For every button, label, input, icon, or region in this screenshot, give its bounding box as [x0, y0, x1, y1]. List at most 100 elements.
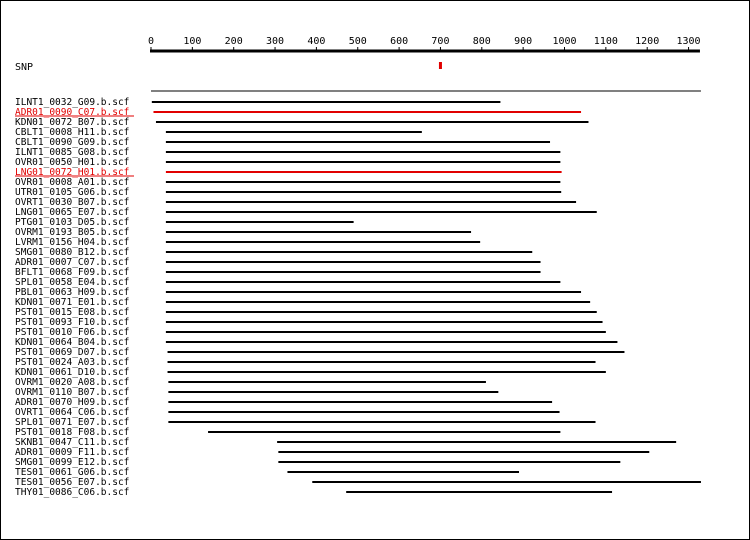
read-name[interactable]: SPL01_0071_E07.b.scf: [15, 417, 129, 428]
axis-tick-label: 600: [390, 36, 408, 47]
read-name[interactable]: ADR01_0009_F11.b.scf: [15, 447, 129, 458]
read-row: OVRM1_0193_B05.b.scf: [15, 227, 472, 238]
read-name[interactable]: ILNT1_0085_G08.b.scf: [15, 147, 129, 158]
read-row: KDN01_0064_B04.b.scf: [15, 337, 618, 348]
read-row: ILNT1_0032_G09.b.scf: [15, 97, 501, 108]
read-row: OVRT1_0064_C06.b.scf: [15, 407, 560, 418]
axis-tick-label: 0: [148, 36, 154, 47]
read-row: SPL01_0058_E04.b.scf: [15, 277, 561, 288]
read-row: OVR01_0050_H01.b.scf: [15, 157, 561, 168]
read-row: PTG01_0103_D05.b.scf: [15, 217, 354, 228]
read-name[interactable]: TES01_0056_E07.b.scf: [15, 477, 129, 488]
read-row: SMG01_0080_B12.b.scf: [15, 247, 533, 258]
axis-tick-label: 900: [514, 36, 532, 47]
read-row: OVRM1_0110_B07.b.scf: [15, 387, 499, 398]
read-row: TES01_0056_E07.b.scf: [15, 477, 701, 488]
read-row: LNG01_0065_E07.b.scf: [15, 207, 597, 218]
read-row: KDN01_0061_D10.b.scf: [15, 367, 606, 378]
read-name[interactable]: BFLT1_0068_F09.b.scf: [15, 267, 129, 278]
axis-tick-label: 700: [431, 36, 449, 47]
read-row: LNG01_0072_H01.b.scf: [15, 167, 562, 178]
read-row: UTR01_0105_G06.b.scf: [15, 187, 562, 198]
axis-tick-label: 800: [473, 36, 491, 47]
read-name[interactable]: SKNB1_0047_C11.b.scf: [15, 437, 129, 448]
read-name[interactable]: SMG01_0080_B12.b.scf: [15, 247, 129, 258]
read-name[interactable]: TES01_0061_G06.b.scf: [15, 467, 129, 478]
read-row: THY01_0086_C06.b.scf: [15, 487, 613, 498]
read-name[interactable]: KDN01_0061_D10.b.scf: [15, 367, 129, 378]
axis-tick-label: 400: [307, 36, 325, 47]
read-name[interactable]: PBL01_0063_H09.b.scf: [15, 287, 129, 298]
read-row: BFLT1_0068_F09.b.scf: [15, 267, 541, 278]
read-row: TES01_0061_G06.b.scf: [15, 467, 520, 478]
read-row: ILNT1_0085_G08.b.scf: [15, 147, 561, 158]
read-row: SPL01_0071_E07.b.scf: [15, 417, 596, 428]
read-row: SKNB1_0047_C11.b.scf: [15, 437, 677, 448]
read-name[interactable]: OVRM1_0020_A08.b.scf: [15, 377, 129, 388]
read-name[interactable]: KDN01_0071_E01.b.scf: [15, 297, 129, 308]
read-name[interactable]: PST01_0093_F10.b.scf: [15, 317, 129, 328]
read-row: ADR01_0070_H09.b.scf: [15, 397, 553, 408]
read-name[interactable]: SMG01_0099_E12.b.scf: [15, 457, 129, 468]
read-row: OVRT1_0030_B07.b.scf: [15, 197, 577, 208]
read-row: PBL01_0063_H09.b.scf: [15, 287, 582, 298]
read-name[interactable]: PST01_0069_D07.b.scf: [15, 347, 129, 358]
position-axis: 0 100 200 300 400 500 600 700 800 900 1000 1100 1200…: [148, 36, 701, 53]
read-name[interactable]: OVRM1_0193_B05.b.scf: [15, 227, 129, 238]
axis-tick-label: 1300: [677, 36, 701, 47]
read-row: OVRM1_0020_A08.b.scf: [15, 377, 486, 388]
read-list: ILNT1_0032_G09.b.scfADR01_0090_C07.b.scf…: [15, 97, 701, 498]
read-row: PST01_0018_F08.b.scf: [15, 427, 561, 438]
read-row: PST01_0024_A03.b.scf: [15, 357, 596, 368]
axis-tick-label: 300: [266, 36, 284, 47]
read-row: CBLT1_0090_G09.b.scf: [15, 137, 551, 148]
read-name[interactable]: ADR01_0090_C07.b.scf: [15, 107, 129, 118]
axis-tick-label: 200: [225, 36, 243, 47]
read-name[interactable]: UTR01_0105_G06.b.scf: [15, 187, 129, 198]
read-row: ADR01_0007_C07.b.scf: [15, 257, 541, 268]
read-name[interactable]: OVRT1_0064_C06.b.scf: [15, 407, 129, 418]
snp-label: SNP: [15, 62, 33, 73]
read-name[interactable]: PST01_0010_F06.b.scf: [15, 327, 129, 338]
snp-marker: [438, 62, 442, 69]
axis-tick-label: 500: [349, 36, 367, 47]
read-name[interactable]: PST01_0018_F08.b.scf: [15, 427, 129, 438]
read-row: PST01_0069_D07.b.scf: [15, 347, 625, 358]
read-name[interactable]: LNG01_0072_H01.b.scf: [15, 167, 129, 178]
read-name[interactable]: OVRM1_0110_B07.b.scf: [15, 387, 129, 398]
read-name[interactable]: OVR01_0008_A01.b.scf: [15, 177, 129, 188]
read-row: ADR01_0090_C07.b.scf: [15, 107, 582, 118]
read-name[interactable]: CBLT1_0008_H11.b.scf: [15, 127, 129, 138]
read-row: PST01_0010_F06.b.scf: [15, 327, 606, 338]
read-row: ADR01_0009_F11.b.scf: [15, 447, 650, 458]
read-name[interactable]: LNG01_0065_E07.b.scf: [15, 207, 129, 218]
read-name[interactable]: OVRT1_0030_B07.b.scf: [15, 197, 129, 208]
read-name[interactable]: ADR01_0070_H09.b.scf: [15, 397, 129, 408]
axis-tick-label: 1000: [552, 36, 576, 47]
read-row: KDN01_0071_E01.b.scf: [15, 297, 591, 308]
read-name[interactable]: CBLT1_0090_G09.b.scf: [15, 137, 129, 148]
read-name[interactable]: OVR01_0050_H01.b.scf: [15, 157, 129, 168]
read-row: OVR01_0008_A01.b.scf: [15, 177, 561, 188]
axis-tick-label: 1100: [594, 36, 618, 47]
read-name[interactable]: THY01_0086_C06.b.scf: [15, 487, 129, 498]
axis-tick-label: 1200: [635, 36, 659, 47]
read-name[interactable]: KDN01_0064_B04.b.scf: [15, 337, 129, 348]
read-row: SMG01_0099_E12.b.scf: [15, 457, 621, 468]
axis-ticks: 0 100 200 300 400 500 600 700 800 900 1000 1100 1200…: [148, 36, 701, 52]
read-row: PST01_0015_E08.b.scf: [15, 307, 597, 318]
read-name[interactable]: LVRM1_0156_H04.b.scf: [15, 237, 129, 248]
read-row: KDN01_0072_B07.b.scf: [15, 117, 589, 128]
read-row: PST01_0093_F10.b.scf: [15, 317, 603, 328]
read-name[interactable]: PST01_0015_E08.b.scf: [15, 307, 129, 318]
read-name[interactable]: PST01_0024_A03.b.scf: [15, 357, 129, 368]
read-name[interactable]: ADR01_0007_C07.b.scf: [15, 257, 129, 268]
read-name[interactable]: PTG01_0103_D05.b.scf: [15, 217, 129, 228]
read-name[interactable]: ILNT1_0032_G09.b.scf: [15, 97, 129, 108]
read-name[interactable]: SPL01_0058_E04.b.scf: [15, 277, 129, 288]
axis-tick-label: 100: [183, 36, 201, 47]
read-row: CBLT1_0008_H11.b.scf: [15, 127, 422, 138]
read-name[interactable]: KDN01_0072_B07.b.scf: [15, 117, 129, 128]
